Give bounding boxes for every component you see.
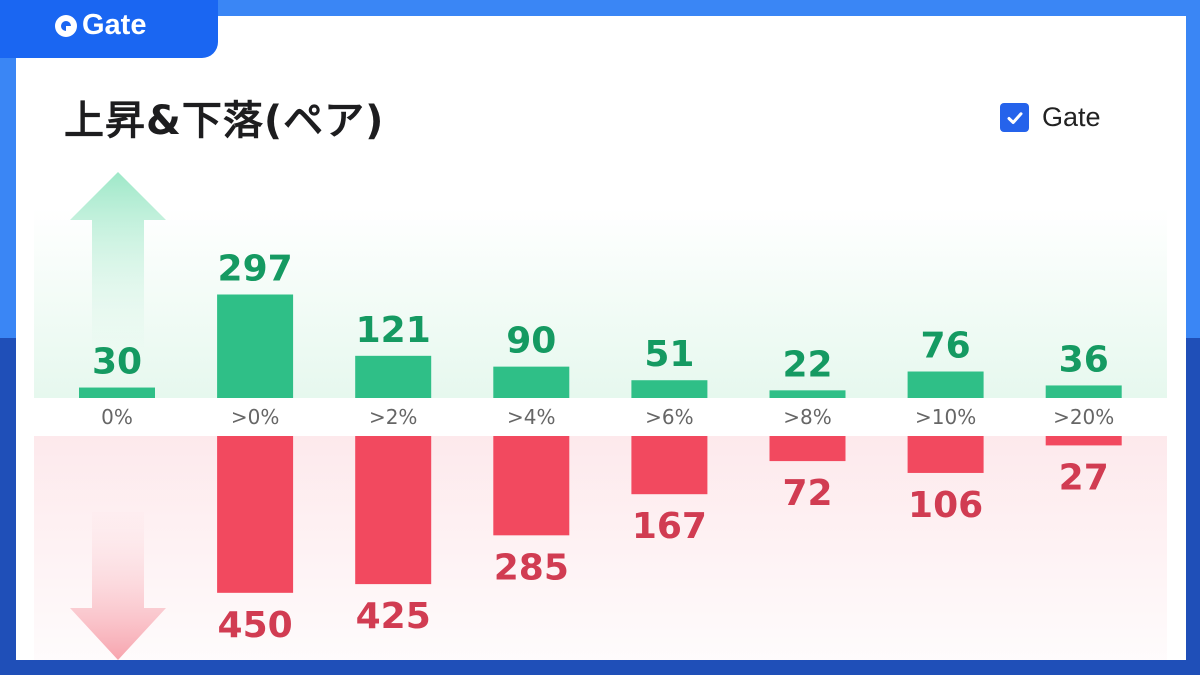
up-bar [631, 380, 708, 398]
up-bar [907, 371, 984, 398]
down-bar [907, 436, 984, 473]
up-data-label: 22 [782, 344, 832, 385]
x-tick-label: 0% [101, 405, 133, 429]
up-data-label: 76 [921, 326, 971, 367]
down-bar [355, 436, 432, 585]
x-tick-label: >0% [231, 405, 280, 429]
x-tick-label: >2% [369, 405, 418, 429]
down-bar [769, 436, 846, 462]
down-bar [631, 436, 708, 495]
checkbox-checked-icon[interactable] [1000, 103, 1029, 132]
down-data-label: 425 [356, 596, 431, 637]
up-data-label: 121 [356, 310, 431, 351]
up-data-label: 36 [1059, 339, 1109, 380]
down-data-label: 106 [908, 485, 983, 526]
gate-logo-icon [55, 14, 77, 37]
up-data-label: 30 [92, 342, 142, 383]
up-bar [217, 294, 294, 398]
down-bar [493, 436, 570, 536]
down-arrow-icon [70, 512, 166, 660]
down-data-label: 167 [632, 506, 707, 547]
down-bar [217, 436, 294, 593]
x-tick-label: >20% [1053, 405, 1114, 429]
brand-tab: Gate [0, 0, 218, 58]
legend[interactable]: Gate [1000, 102, 1101, 133]
chart-card: 上昇&下落(ペア) Gate 30 0% 297 450 >0% 121 425 >2% 9 [16, 16, 1186, 660]
down-data-label: 27 [1059, 457, 1109, 498]
up-data-label: 51 [644, 334, 694, 375]
up-bar [493, 366, 570, 398]
legend-label: Gate [1042, 102, 1101, 132]
page-title: 上昇&下落(ペア) [64, 98, 385, 144]
brand-name: Gate [82, 9, 147, 41]
up-data-label: 297 [218, 248, 293, 289]
up-bar [355, 355, 432, 398]
down-data-label: 72 [782, 473, 832, 514]
x-tick-label: >8% [783, 405, 832, 429]
x-tick-label: >10% [915, 405, 976, 429]
brand-logo: Gate [52, 9, 146, 42]
bar-chart: 30 0% 297 450 >0% 121 425 >2% 90 285 >4% 51 167 >6% 22… [79, 248, 1122, 646]
up-bar [79, 387, 155, 398]
down-data-label: 285 [494, 547, 569, 588]
down-data-label: 450 [218, 605, 293, 646]
up-data-label: 90 [506, 321, 556, 362]
x-tick-label: >4% [507, 405, 556, 429]
x-tick-label: >6% [645, 405, 694, 429]
up-arrow-icon [70, 172, 166, 347]
up-bar [1045, 385, 1122, 398]
down-bar [1045, 436, 1122, 446]
up-bar [769, 390, 846, 398]
